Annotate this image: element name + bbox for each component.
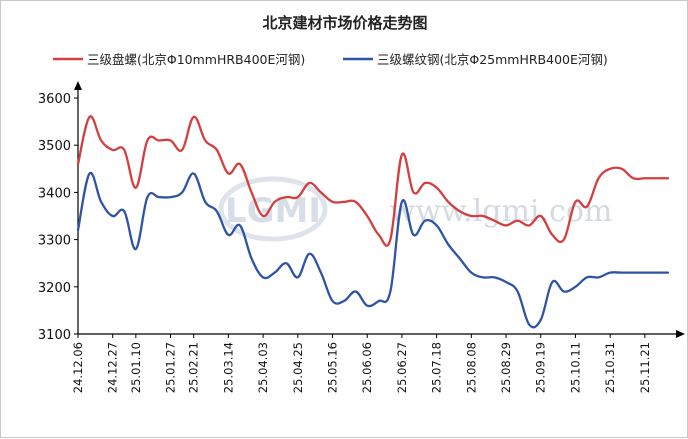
y-tick-label: 3100: [38, 328, 71, 343]
x-tick-label: 25.09.19: [534, 342, 548, 393]
x-tick-label: 25.02.21: [187, 342, 201, 393]
legend: 三级盘螺(北京Φ10mmHRB400E河钢) 三级螺纹钢(北京Φ25mmHRB40…: [53, 52, 608, 67]
x-tick-label: 25.07.18: [430, 342, 444, 393]
watermark-logo: LGMI: [225, 191, 321, 231]
y-tick-label: 3200: [38, 281, 71, 296]
x-tick-label: 25.03.14: [221, 342, 235, 393]
x-tick-label: 25.04.25: [291, 342, 305, 393]
x-tick-label: 24.12.06: [71, 342, 85, 393]
x-tick-label: 25.10.11: [568, 342, 582, 393]
y-axis-arrow: [74, 81, 82, 90]
series-line-0: [76, 115, 670, 247]
y-tick-label: 3400: [38, 186, 71, 201]
watermark-logo-ring: [218, 176, 328, 242]
y-tick-label: 3500: [38, 139, 71, 154]
x-tick-label: 25.08.29: [499, 342, 513, 393]
y-tick-label: 3300: [38, 234, 71, 249]
x-tick-label: 25.05.16: [326, 342, 340, 393]
legend-label-0: 三级盘螺(北京Φ10mmHRB400E河钢): [87, 52, 305, 67]
x-tick-label: 25.01.10: [129, 342, 143, 393]
x-tick-label: 25.06.27: [395, 342, 409, 393]
x-tick-label: 24.12.27: [106, 342, 120, 393]
x-tick-label: 25.10.31: [603, 342, 617, 393]
series-layer: [76, 115, 670, 329]
x-tick-label: 25.08.08: [464, 342, 478, 393]
series-line-1: [76, 171, 670, 329]
y-tick-label: 3600: [38, 92, 71, 107]
x-tick-label: 25.04.03: [256, 342, 270, 393]
x-tick-label: 25.11.21: [638, 342, 652, 393]
chart-title: 北京建材市场价格走势图: [262, 14, 427, 32]
axes: 3100 3200 3300 3400 3500 3600 24.12.06 24.12.27…: [38, 81, 685, 393]
x-tick-label: 25.06.06: [360, 342, 374, 393]
legend-label-1: 三级螺纹钢(北京Φ25mmHRB400E河钢): [377, 52, 608, 67]
watermark: LGMI www.lgmi.com: [218, 176, 612, 242]
x-axis-arrow: [676, 330, 685, 338]
x-tick-label: 25.01.27: [164, 342, 178, 393]
